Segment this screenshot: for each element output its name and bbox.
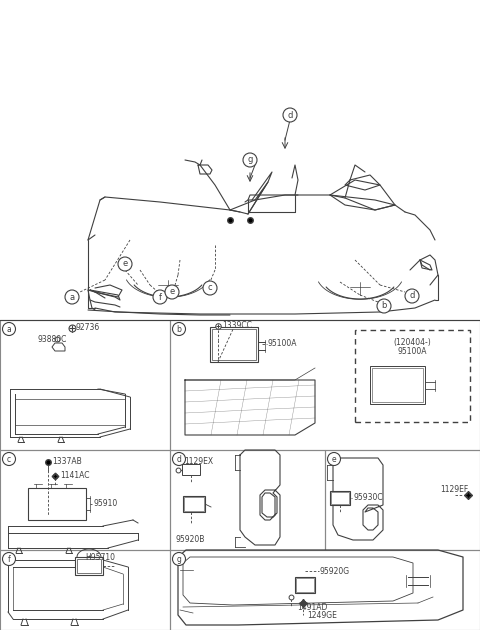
Circle shape: [165, 285, 179, 299]
Bar: [0, 450, 170, 550]
Text: e: e: [332, 454, 336, 464]
FancyBboxPatch shape: [355, 330, 470, 422]
Text: d: d: [177, 454, 181, 464]
Circle shape: [65, 290, 79, 304]
Bar: [370, 366, 425, 404]
Text: 95910: 95910: [93, 500, 117, 508]
Text: (120404-): (120404-): [393, 338, 431, 346]
Text: a: a: [7, 324, 12, 333]
Text: a: a: [70, 292, 74, 302]
Circle shape: [283, 108, 297, 122]
Text: 95920G: 95920G: [320, 566, 350, 575]
Bar: [0, 550, 170, 630]
Circle shape: [327, 452, 340, 466]
Text: g: g: [247, 156, 252, 164]
Bar: [210, 327, 258, 362]
Text: d: d: [288, 110, 293, 120]
Text: 1129EF: 1129EF: [440, 486, 468, 495]
Circle shape: [2, 553, 15, 566]
Bar: [75, 557, 103, 575]
Text: e: e: [169, 287, 175, 297]
Circle shape: [2, 323, 15, 336]
Text: 1491AD: 1491AD: [297, 602, 327, 612]
Text: H95710: H95710: [85, 554, 115, 563]
Bar: [77, 559, 101, 573]
Text: 1339CC: 1339CC: [222, 321, 252, 331]
Text: b: b: [381, 302, 387, 311]
Bar: [170, 320, 480, 450]
Bar: [330, 491, 350, 505]
Text: e: e: [122, 260, 128, 268]
Circle shape: [243, 153, 257, 167]
Text: g: g: [177, 554, 181, 563]
Text: 92736: 92736: [75, 323, 99, 333]
Bar: [295, 577, 315, 593]
Text: 95920B: 95920B: [175, 536, 204, 544]
Text: c: c: [208, 284, 212, 292]
Text: f: f: [158, 292, 161, 302]
Text: 95930C: 95930C: [353, 493, 383, 503]
Bar: [170, 450, 325, 550]
Text: 1141AC: 1141AC: [60, 471, 89, 481]
Text: 95100A: 95100A: [268, 340, 298, 348]
Text: b: b: [177, 324, 181, 333]
Bar: [28, 488, 86, 520]
Bar: [331, 492, 349, 504]
Circle shape: [172, 323, 185, 336]
Circle shape: [405, 289, 419, 303]
Bar: [183, 496, 205, 512]
Bar: [184, 497, 204, 511]
Circle shape: [203, 281, 217, 295]
Circle shape: [153, 290, 167, 304]
Bar: [372, 368, 423, 402]
Circle shape: [172, 452, 185, 466]
Bar: [212, 329, 256, 360]
Circle shape: [377, 299, 391, 313]
Text: 1129EX: 1129EX: [184, 457, 213, 466]
Bar: [170, 550, 480, 630]
Text: 1337AB: 1337AB: [52, 457, 82, 466]
Text: d: d: [409, 292, 415, 301]
Bar: [296, 578, 314, 592]
Text: f: f: [8, 554, 11, 563]
Text: 95100A: 95100A: [397, 348, 427, 357]
Circle shape: [118, 257, 132, 271]
Circle shape: [172, 553, 185, 566]
Text: 93880C: 93880C: [38, 335, 67, 343]
Circle shape: [2, 452, 15, 466]
Bar: [0, 320, 170, 450]
Bar: [182, 464, 200, 475]
Text: 1249GE: 1249GE: [307, 610, 337, 619]
Text: c: c: [7, 454, 11, 464]
Bar: [325, 450, 480, 550]
